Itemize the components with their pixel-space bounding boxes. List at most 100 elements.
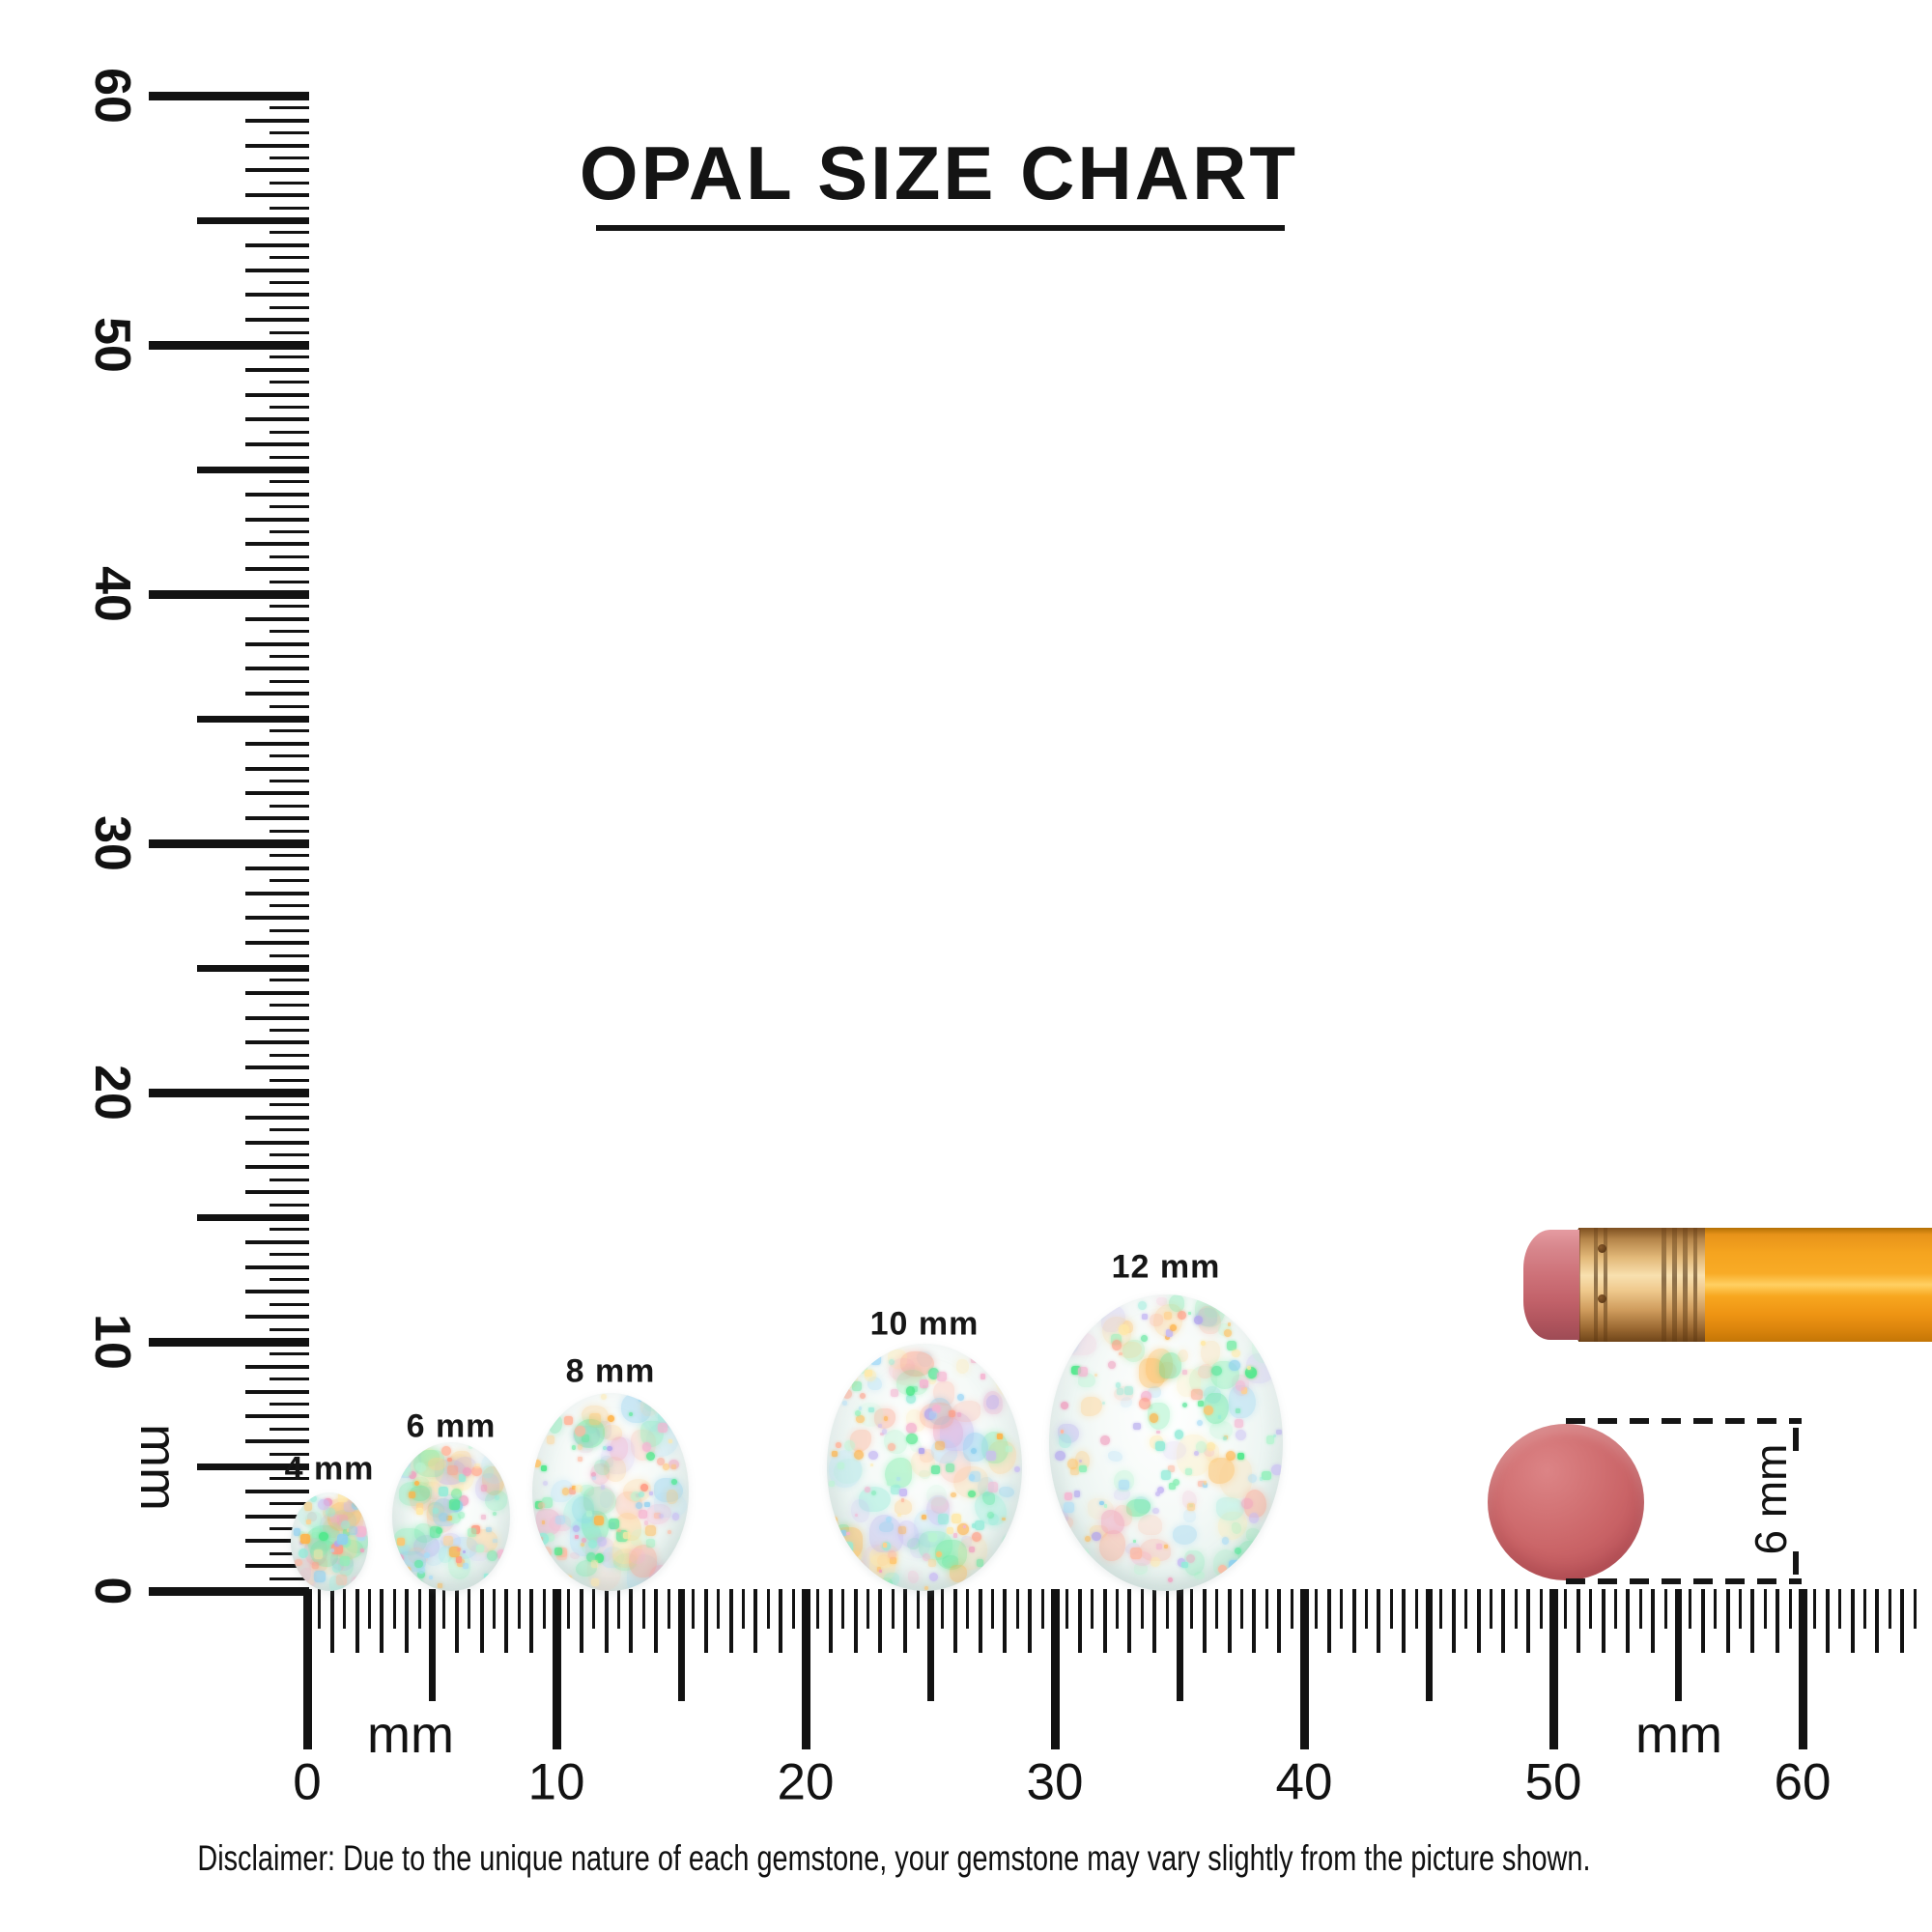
opal-fire-fleck bbox=[1099, 1500, 1105, 1506]
opal-fire-fleck bbox=[887, 1442, 896, 1452]
horizontal-ruler-tick bbox=[926, 1589, 934, 1701]
opal-fire-patch bbox=[951, 1400, 981, 1422]
horizontal-ruler-tick bbox=[991, 1589, 994, 1629]
vertical-ruler-tick bbox=[270, 630, 309, 634]
opal-fire-patch bbox=[1065, 1332, 1096, 1356]
horizontal-ruler-tick bbox=[1425, 1589, 1433, 1701]
opal-fire-patch bbox=[930, 1497, 950, 1514]
vertical-ruler-tick bbox=[149, 91, 309, 100]
opal-fire-patch bbox=[1209, 1421, 1233, 1439]
opal-fire-fleck bbox=[462, 1549, 467, 1554]
vertical-ruler-tick bbox=[270, 206, 309, 210]
horizontal-ruler-tick bbox=[1714, 1589, 1718, 1629]
opal-fire-fleck bbox=[340, 1556, 350, 1566]
opal-fire-fleck bbox=[645, 1451, 656, 1462]
opal-fire-fleck bbox=[936, 1550, 943, 1557]
opal-fire-fleck bbox=[447, 1465, 458, 1476]
opal-fire-fleck bbox=[1198, 1480, 1205, 1488]
opal-fire-fleck bbox=[927, 1377, 936, 1384]
horizontal-ruler-tick bbox=[343, 1589, 347, 1629]
opal-fire-patch bbox=[658, 1396, 687, 1428]
opal-fire-fleck bbox=[330, 1548, 335, 1552]
opal-fire-fleck bbox=[1181, 1561, 1188, 1568]
opal-fire-fleck bbox=[1065, 1492, 1073, 1500]
opal-fire-fleck bbox=[860, 1393, 867, 1399]
opal-fire-patch bbox=[849, 1429, 871, 1453]
vertical-ruler-tick bbox=[270, 904, 309, 907]
opal-fire-patch bbox=[421, 1461, 445, 1479]
horizontal-ruler-tick bbox=[1176, 1589, 1183, 1701]
opal-fire-patch bbox=[1168, 1294, 1185, 1313]
vertical-ruler-tick bbox=[270, 729, 309, 733]
opal-fire-fleck bbox=[890, 1388, 898, 1397]
vertical-ruler-number: 20 bbox=[84, 1065, 140, 1121]
opal-fire-fleck bbox=[971, 1447, 978, 1454]
horizontal-ruler-tick bbox=[1850, 1589, 1855, 1653]
opal-fire-fleck bbox=[928, 1572, 939, 1582]
vertical-ruler-tick bbox=[197, 964, 309, 972]
opal-fire-fleck bbox=[585, 1551, 597, 1563]
opal-fire-fleck bbox=[554, 1548, 562, 1555]
vertical-ruler-tick bbox=[245, 667, 309, 671]
horizontal-ruler-tick bbox=[1365, 1589, 1368, 1629]
horizontal-ruler-tick bbox=[405, 1589, 410, 1653]
horizontal-ruler-tick bbox=[1875, 1589, 1880, 1653]
vertical-ruler-tick bbox=[245, 143, 309, 148]
opal-fire-patch bbox=[1149, 1313, 1163, 1327]
opal-fire-patch bbox=[600, 1455, 613, 1467]
horizontal-ruler-tick bbox=[1152, 1589, 1157, 1653]
opal-fire-fleck bbox=[1083, 1317, 1092, 1326]
horizontal-ruler-tick bbox=[1750, 1589, 1755, 1653]
opal-fire-fleck bbox=[449, 1546, 461, 1558]
horizontal-ruler-tick bbox=[302, 1589, 312, 1749]
horizontal-ruler-tick bbox=[542, 1589, 546, 1629]
horizontal-ruler-tick bbox=[903, 1589, 908, 1653]
opal-fire-fleck bbox=[561, 1488, 570, 1495]
opal-fire-fleck bbox=[540, 1464, 547, 1471]
opal-fire-patch bbox=[1122, 1339, 1146, 1362]
opal-fire-fleck bbox=[883, 1416, 889, 1421]
horizontal-ruler-tick bbox=[1028, 1589, 1033, 1653]
horizontal-ruler-tick bbox=[1614, 1589, 1617, 1629]
horizontal-ruler-tick bbox=[1264, 1589, 1268, 1629]
opal-fire-fleck bbox=[1234, 1294, 1239, 1301]
vertical-ruler-tick bbox=[245, 367, 309, 372]
vertical-ruler-tick bbox=[270, 256, 309, 260]
opal-fire-fleck bbox=[1191, 1388, 1203, 1401]
opal-fire-fleck bbox=[630, 1491, 640, 1501]
opal-fire-fleck bbox=[318, 1498, 329, 1511]
opal-fire-fleck bbox=[1061, 1402, 1069, 1410]
horizontal-ruler-tick bbox=[1825, 1589, 1830, 1653]
pencil-eraser-tip bbox=[1523, 1230, 1579, 1340]
vertical-ruler-tick bbox=[270, 605, 309, 609]
opal-fire-fleck bbox=[949, 1410, 956, 1418]
horizontal-ruler-tick bbox=[1277, 1589, 1282, 1653]
opal-fire-fleck bbox=[1232, 1349, 1240, 1358]
opal-fire-patch bbox=[883, 1429, 908, 1455]
opal-fire-patch bbox=[407, 1548, 428, 1564]
opal-fire-fleck bbox=[355, 1525, 367, 1538]
opal-fire-fleck bbox=[1119, 1479, 1129, 1491]
ferrule-rivet bbox=[1598, 1244, 1606, 1253]
opal-fire-patch bbox=[899, 1350, 934, 1377]
vertical-ruler-tick bbox=[270, 1327, 309, 1331]
vertical-ruler-tick bbox=[245, 816, 309, 821]
opal-fire-fleck bbox=[474, 1463, 480, 1469]
opal-fire-fleck bbox=[415, 1462, 427, 1473]
opal-fire-fleck bbox=[672, 1513, 680, 1520]
opal-fire-fleck bbox=[870, 1354, 881, 1365]
opal-fire-fleck bbox=[330, 1514, 339, 1523]
opal-fire-fleck bbox=[854, 1410, 861, 1416]
horizontal-ruler-tick bbox=[355, 1589, 359, 1653]
opal-fire-fleck bbox=[679, 1558, 688, 1566]
opal-fire-fleck bbox=[1187, 1311, 1191, 1316]
horizontal-ruler-tick bbox=[1240, 1589, 1243, 1629]
vertical-ruler-tick bbox=[270, 406, 309, 409]
opal-fire-patch bbox=[640, 1393, 661, 1417]
page-title: OPAL SIZE CHART bbox=[579, 130, 1299, 215]
opal-fire-fleck bbox=[564, 1575, 572, 1582]
opal-fire-fleck bbox=[1173, 1479, 1180, 1487]
opal-fire-patch bbox=[1147, 1386, 1162, 1399]
opal-fire-fleck bbox=[360, 1548, 365, 1553]
opal-fire-fleck bbox=[1181, 1403, 1187, 1408]
